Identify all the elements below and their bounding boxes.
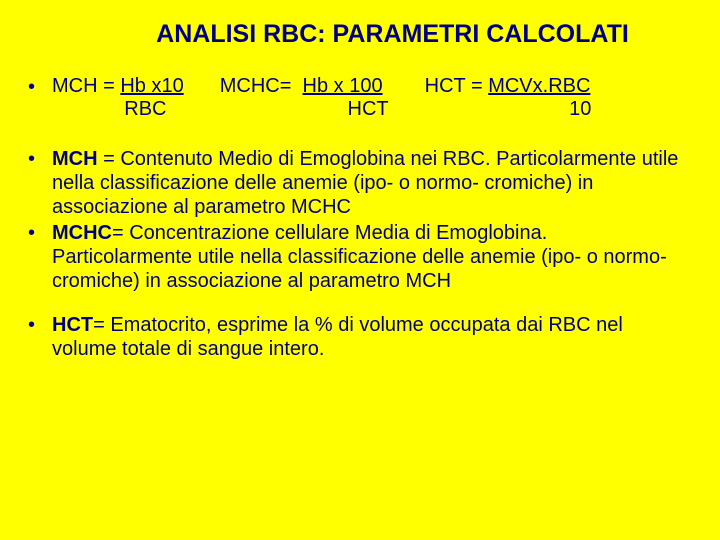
bullet-icon: •	[28, 313, 52, 361]
body-bullets: • MCH = Contenuto Medio di Emoglobina ne…	[28, 147, 692, 361]
bullet-item-mchc: • MCHC= Concentrazione cellulare Media d…	[28, 221, 692, 293]
formula-hct: HCT = MCVx.RBC 10	[425, 75, 592, 121]
bullet-icon: •	[28, 147, 52, 219]
slide-title: ANALISI RBC: PARAMETRI CALCOLATI	[93, 20, 692, 49]
formula-hct-denominator: 10	[425, 98, 592, 121]
bullet-text: MCH = Contenuto Medio di Emoglobina nei …	[52, 147, 692, 219]
formula-mchc-denominator: HCT	[220, 98, 389, 121]
formula-mch: MCH = Hb x10 RBC	[52, 75, 184, 121]
bullet-icon: •	[28, 221, 52, 293]
spacer	[28, 295, 692, 313]
formula-mch-denominator: RBC	[52, 98, 166, 121]
formula-hct-numerator: MCVx.RBC	[488, 75, 590, 97]
bullet-item-mch: • MCH = Contenuto Medio di Emoglobina ne…	[28, 147, 692, 219]
formulas-row: • MCH = Hb x10 RBC MCHC= Hb x 100 HCT HC…	[28, 75, 692, 121]
bullet-text: HCT= Ematocrito, esprime la % di volume …	[52, 313, 692, 361]
formula-mch-top: MCH = Hb x10	[52, 75, 184, 98]
formula-mchc-top: MCHC= Hb x 100	[220, 75, 383, 98]
formula-hct-top: HCT = MCVx.RBC	[425, 75, 591, 98]
formula-mchc: MCHC= Hb x 100 HCT	[220, 75, 389, 121]
bullet-text: MCHC= Concentrazione cellulare Media di …	[52, 221, 692, 293]
bullet-item-hct: • HCT= Ematocrito, esprime la % di volum…	[28, 313, 692, 361]
formula-mchc-numerator: Hb x 100	[303, 75, 383, 97]
slide-container: ANALISI RBC: PARAMETRI CALCOLATI • MCH =…	[0, 0, 720, 383]
bullet-icon: •	[28, 75, 52, 121]
formula-mch-numerator: Hb x10	[120, 75, 183, 97]
